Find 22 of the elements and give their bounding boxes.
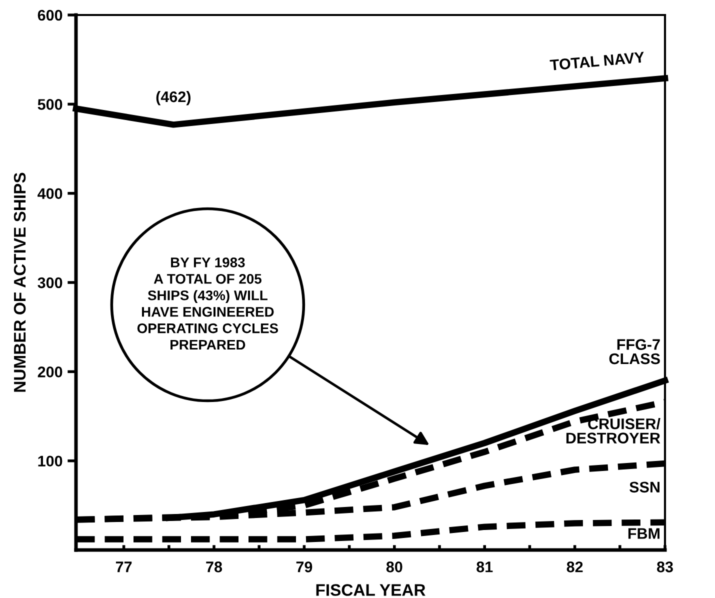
- x-tick-label: 80: [386, 562, 402, 572]
- y-tick-label: 100: [38, 456, 62, 467]
- series-label: CRUISER/ DESTROYER: [566, 418, 660, 444]
- y-tick-label: 400: [38, 188, 62, 200]
- y-tick-label: 300: [38, 277, 62, 288]
- series-label: FFG-7 CLASS: [609, 339, 660, 364]
- annotation: (462): [156, 90, 190, 106]
- y-axis-title: NUMBER OF ACTIVE SHIPS: [14, 172, 26, 392]
- x-tick-label: 78: [206, 562, 222, 572]
- x-tick-label: 82: [566, 562, 583, 572]
- y-tick-label: 500: [38, 99, 62, 110]
- y-tick-label: 200: [38, 366, 62, 378]
- x-tick-label: 83: [656, 562, 673, 572]
- x-axis-title: FISCAL YEAR: [316, 584, 426, 596]
- annotation: BY FY 1983 A TOTAL OF 205 SHIPS (43%) WILL HAVE ENGINEERED OPERATING CYCLES PREPARED: [137, 258, 278, 350]
- x-tick-label: 81: [476, 562, 493, 572]
- series-label: FBM: [628, 528, 660, 539]
- x-tick-label: 77: [116, 562, 132, 572]
- series-label: SSN: [630, 482, 660, 493]
- y-tick-label: 600: [38, 10, 62, 21]
- series-label: TOTAL NAVY: [550, 52, 645, 71]
- x-tick-label: 79: [296, 562, 312, 572]
